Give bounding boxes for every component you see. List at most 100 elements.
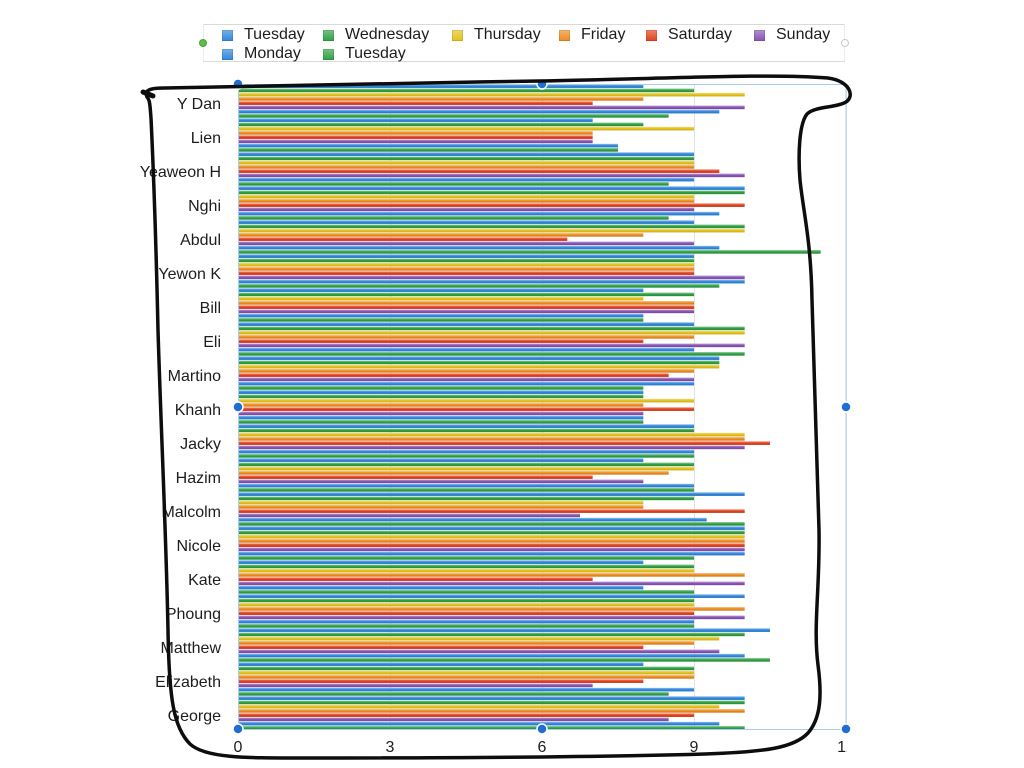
- selection-handle-top-left[interactable]: [232, 78, 244, 90]
- bar-malcolm-thursday: [238, 500, 644, 505]
- selection-handle-middle-right[interactable]: [840, 401, 852, 413]
- bar-elizabeth-tuesday: [238, 662, 644, 666]
- bar-khanh-tuesday-2: [238, 420, 644, 424]
- y-label-abdul: Abdul: [180, 232, 221, 249]
- chart-legend[interactable]: Tuesday Wednesday Thursday Friday Saturday Su…: [199, 24, 849, 63]
- bar-martino-tuesday: [238, 356, 720, 360]
- legend-handle-right[interactable]: [841, 39, 849, 47]
- selection-handle-bottom-middle[interactable]: [536, 723, 548, 735]
- bar-phoung-thursday: [238, 602, 694, 607]
- bar-kate-wednesday: [238, 564, 694, 569]
- bar-hazim-tuesday: [238, 458, 644, 462]
- bar-hazim-sunday: [238, 479, 644, 484]
- y-label-nghi: Nghi: [188, 198, 221, 215]
- bar-bill-saturday: [238, 305, 694, 309]
- legend-label-monday: Monday: [244, 45, 301, 62]
- bar-khanh-thursday: [238, 398, 694, 403]
- bar-lien-tuesday: [238, 118, 593, 122]
- bar-elizabeth-saturday: [238, 679, 644, 683]
- bar-nicole-wednesday: [238, 530, 745, 535]
- bar-khanh-sunday: [238, 411, 644, 416]
- selection-handle-top-middle[interactable]: [536, 78, 548, 90]
- bar-abdul-tuesday: [238, 220, 694, 224]
- bar-nghi-tuesday-2: [238, 216, 669, 220]
- y-label-yeaweon-h: Yeaweon H: [140, 164, 221, 181]
- bar-jacky-wednesday: [238, 428, 694, 433]
- bar-yeaweon-h-thursday: [238, 160, 694, 165]
- bar-phoung-monday: [238, 619, 694, 624]
- bar-george-wednesday: [238, 700, 745, 705]
- bar-martino-tuesday-2: [238, 386, 644, 390]
- bar-y-dan-wednesday: [238, 88, 694, 93]
- y-label-yewon-k: Yewon K: [158, 266, 221, 283]
- bar-yeaweon-h-tuesday: [238, 152, 694, 156]
- bar-phoung-sunday: [238, 615, 745, 620]
- bar-lien-tuesday-2: [238, 148, 618, 152]
- legend-swatch-tuesday: [222, 29, 233, 41]
- legend-label-thursday: Thursday: [474, 26, 541, 43]
- bar-matthew-tuesday: [238, 628, 770, 632]
- bar-khanh-monday: [238, 415, 644, 420]
- y-label-george: George: [168, 708, 221, 725]
- bar-eli-sunday: [238, 343, 745, 348]
- bar-nghi-sunday: [238, 207, 694, 212]
- legend-label-wednesday: Wednesday: [345, 26, 430, 43]
- y-label-malcolm: Malcolm: [161, 504, 221, 521]
- bar-kate-sunday: [238, 581, 745, 586]
- bar-bill-wednesday: [238, 292, 694, 297]
- legend-label-saturday: Saturday: [668, 26, 733, 43]
- bar-y-dan-monday: [238, 109, 720, 114]
- bar-malcolm-saturday: [238, 509, 745, 513]
- legend-item-monday: Monday: [222, 45, 301, 63]
- legend-swatch-sunday: [754, 29, 765, 41]
- bar-george-monday: [238, 721, 720, 726]
- bar-elizabeth-friday: [238, 675, 694, 679]
- bar-yeaweon-h-sunday: [238, 173, 745, 178]
- legend-swatch-monday: [222, 48, 233, 60]
- bar-george-thursday: [238, 704, 720, 709]
- bar-nghi-thursday: [238, 194, 694, 199]
- bar-eli-thursday: [238, 330, 745, 335]
- bar-khanh-saturday: [238, 407, 694, 411]
- bar-abdul-tuesday-2: [238, 250, 821, 254]
- bar-hazim-friday: [238, 471, 669, 475]
- bar-nghi-wednesday: [238, 190, 745, 195]
- bar-eli-tuesday: [238, 322, 694, 326]
- bar-jacky-tuesday-2: [238, 454, 694, 458]
- bar-nicole-tuesday-2: [238, 556, 694, 560]
- bar-phoung-tuesday-2: [238, 624, 694, 628]
- y-label-khanh: Khanh: [175, 402, 221, 419]
- x-tick-label-6: 6: [538, 739, 547, 756]
- bar-eli-tuesday-2: [238, 352, 745, 356]
- legend-item-wednesday: Wednesday: [323, 26, 429, 44]
- bar-george-saturday: [238, 713, 694, 717]
- bar-jacky-thursday: [238, 432, 745, 437]
- bar-eli-monday: [238, 347, 694, 352]
- x-tick-label-3: 3: [386, 739, 395, 756]
- bar-eli-friday: [238, 335, 694, 339]
- selection-handle-middle-left[interactable]: [232, 401, 244, 413]
- bar-lien-friday: [238, 131, 593, 135]
- bar-lien-monday: [238, 143, 618, 148]
- legend-handle-left[interactable]: [199, 39, 207, 47]
- bar-martino-monday: [238, 381, 694, 386]
- bar-jacky-friday: [238, 437, 745, 441]
- legend-item-saturday: Saturday: [646, 26, 732, 44]
- legend-label-tuesday: Tuesday: [244, 26, 305, 43]
- bar-nicole-tuesday: [238, 526, 745, 530]
- bar-kate-tuesday-2: [238, 590, 694, 594]
- bar-bill-tuesday: [238, 288, 644, 292]
- selection-handle-bottom-right[interactable]: [840, 723, 852, 735]
- bar-yewon-k-tuesday: [238, 254, 694, 258]
- bar-yewon-k-monday: [238, 279, 745, 284]
- y-label-jacky: Jacky: [180, 436, 221, 453]
- bar-khanh-wednesday: [238, 394, 644, 399]
- bar-lien-saturday: [238, 135, 593, 139]
- bar-elizabeth-monday: [238, 687, 694, 692]
- bar-eli-saturday: [238, 339, 644, 343]
- bar-y-dan-sunday: [238, 105, 745, 110]
- bar-elizabeth-thursday: [238, 670, 694, 675]
- selection-handle-bottom-left[interactable]: [232, 723, 244, 735]
- bar-malcolm-friday: [238, 505, 644, 509]
